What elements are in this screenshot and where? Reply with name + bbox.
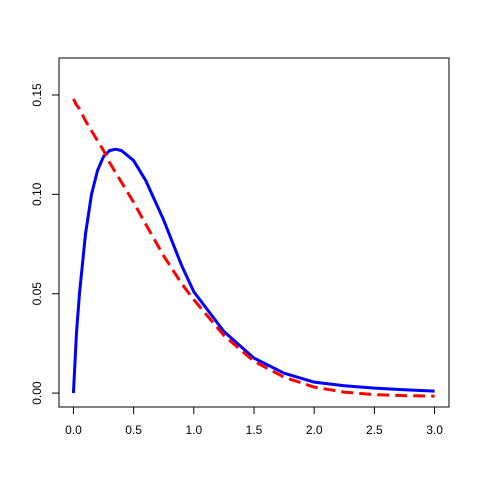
y-tick-label: 0.05 [30,282,44,306]
curve [71,147,435,394]
x-tick-label: 0.5 [125,423,142,437]
x-tick-label: 2.5 [366,423,383,437]
y-tick-label: 0.10 [30,182,44,206]
plot-box [58,57,450,408]
x-tick-label: 0.0 [65,423,82,437]
y-tick-label: 0.15 [30,83,44,107]
x-tick-label: 1.5 [246,423,263,437]
x-tick-label: 2.0 [306,423,323,437]
x-tick-label: 3.0 [426,423,443,437]
curve [72,98,435,398]
y-tick-label: 0.00 [30,381,44,405]
x-tick-label: 1.0 [185,423,202,437]
